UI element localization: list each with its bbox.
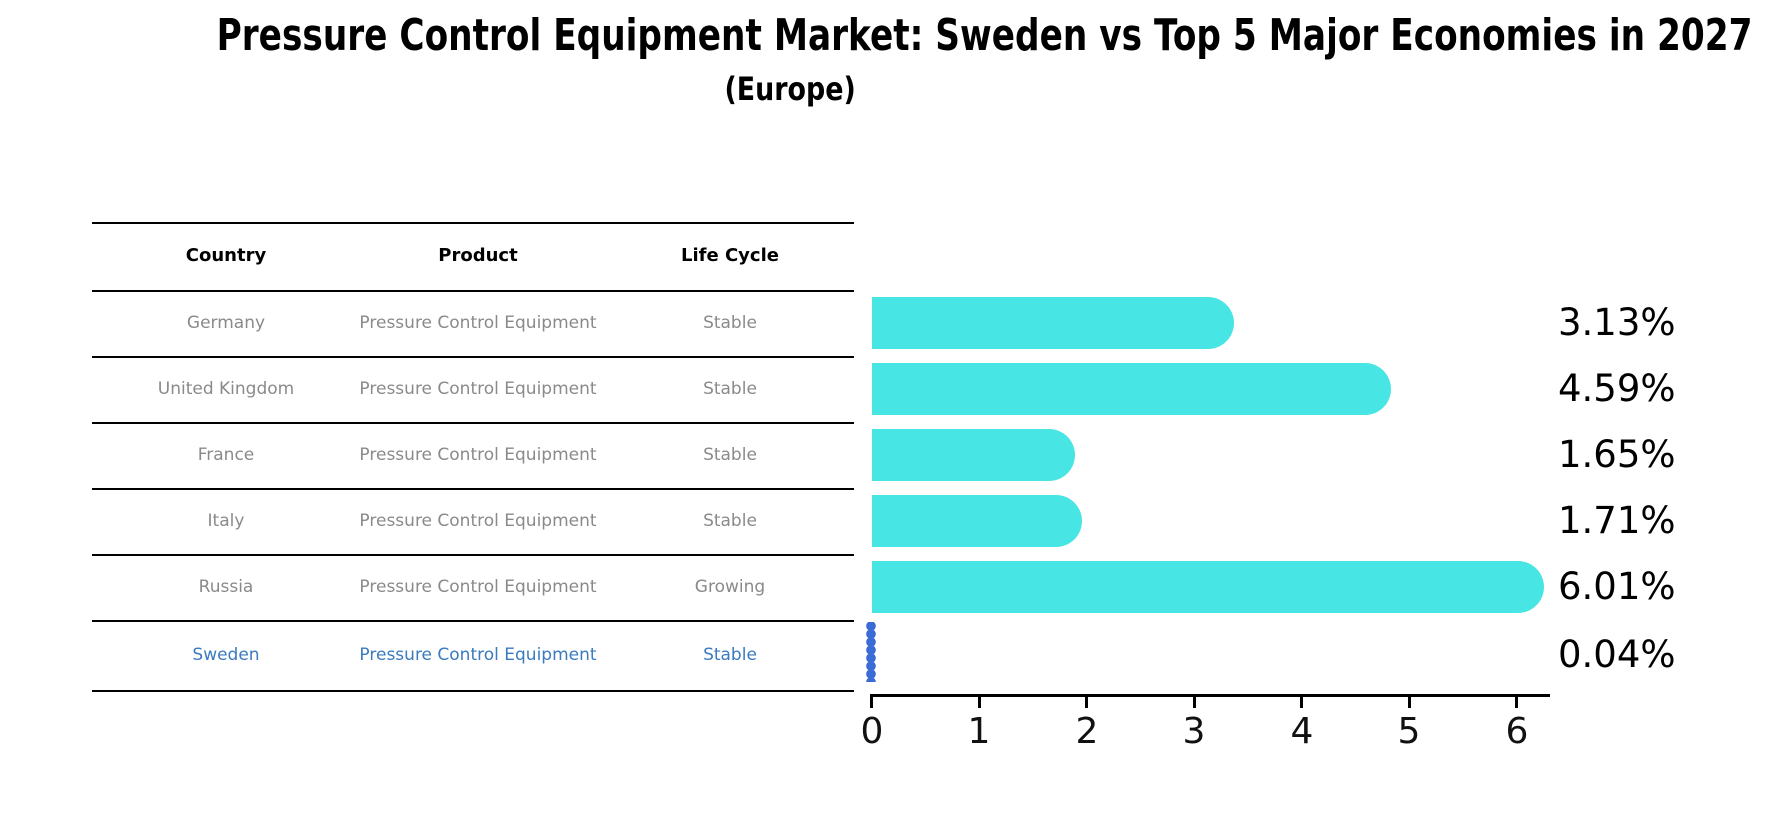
cell-product-sweden: Pressure Control Equipment [359, 645, 597, 665]
cell-country-russia: Russia [198, 577, 254, 597]
value-label-sweden: 0.04% [1558, 633, 1676, 676]
x-axis-tick-label: 4 [1290, 711, 1314, 752]
table-divider [92, 222, 854, 224]
cell-product-united-kingdom: Pressure Control Equipment [359, 379, 597, 399]
value-label-germany: 3.13% [1558, 301, 1676, 344]
x-axis-tick [978, 694, 981, 708]
x-axis-tick [1085, 694, 1088, 708]
bar-italy [872, 495, 1082, 547]
page-subtitle: (Europe) [0, 70, 1580, 108]
cell-product-germany: Pressure Control Equipment [359, 313, 597, 333]
x-axis-tick [1193, 694, 1196, 708]
cell-country-germany: Germany [186, 313, 266, 333]
x-axis-tick-label: 6 [1505, 711, 1529, 752]
cell-lifecycle-sweden: Stable [703, 645, 757, 665]
cell-country-italy: Italy [207, 511, 245, 531]
cell-product-russia: Pressure Control Equipment [359, 577, 597, 597]
bar-germany [872, 297, 1235, 349]
cell-product-france: Pressure Control Equipment [359, 445, 597, 465]
x-axis-tick [1408, 694, 1411, 708]
column-header-product: Product [438, 245, 518, 266]
x-axis-tick [870, 694, 873, 708]
cell-product-italy: Pressure Control Equipment [359, 511, 597, 531]
table-divider [92, 422, 854, 424]
value-label-russia: 6.01% [1558, 565, 1676, 608]
cell-country-sweden: Sweden [192, 645, 260, 665]
cell-country-france: France [197, 445, 255, 465]
cell-lifecycle-united-kingdom: Stable [703, 379, 757, 399]
value-label-italy: 1.71% [1558, 499, 1676, 542]
column-header-lifecycle: Life Cycle [681, 245, 779, 266]
bar-russia [872, 561, 1545, 613]
cell-country-united-kingdom: United Kingdom [157, 379, 295, 399]
table-divider [92, 488, 854, 490]
cell-lifecycle-italy: Stable [703, 511, 757, 531]
page-title-text: Pressure Control Equipment Market: Swede… [216, 10, 1753, 61]
table-divider [92, 690, 854, 692]
x-axis-tick-label: 2 [1075, 711, 1099, 752]
bar-france [872, 429, 1076, 481]
x-axis-tick-label: 0 [860, 711, 884, 752]
value-label-united-kingdom: 4.59% [1558, 367, 1676, 410]
table-divider [92, 356, 854, 358]
x-axis-tick [1515, 694, 1518, 708]
cell-lifecycle-france: Stable [703, 445, 757, 465]
x-axis-tick-label: 5 [1397, 711, 1421, 752]
x-axis-line [872, 694, 1550, 697]
bar-sweden [866, 622, 876, 682]
x-axis-tick-label: 1 [967, 711, 991, 752]
x-axis-tick-label: 3 [1182, 711, 1206, 752]
page-subtitle-text: (Europe) [724, 70, 856, 108]
column-header-country: Country [185, 245, 267, 266]
bar-united-kingdom [872, 363, 1392, 415]
value-label-france: 1.65% [1558, 433, 1676, 476]
page-title: Pressure Control Equipment Market: Swede… [0, 10, 1753, 61]
table-divider [92, 554, 854, 556]
cell-lifecycle-germany: Stable [703, 313, 757, 333]
table-divider [92, 290, 854, 292]
x-axis-tick [1300, 694, 1303, 708]
table-divider [92, 620, 854, 622]
cell-lifecycle-russia: Growing [694, 577, 766, 597]
